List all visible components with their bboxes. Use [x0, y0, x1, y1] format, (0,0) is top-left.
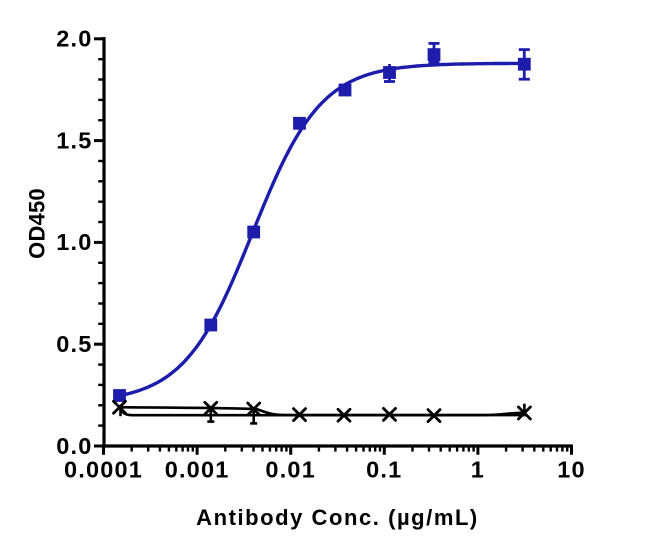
svg-text:0.0001: 0.0001 [64, 457, 143, 483]
svg-text:0.1: 0.1 [366, 457, 402, 483]
svg-text:0.5: 0.5 [56, 331, 92, 357]
svg-text:OD450: OD450 [25, 188, 50, 259]
svg-text:0.0: 0.0 [56, 433, 92, 459]
svg-text:Antibody Conc. (µg/mL): Antibody Conc. (µg/mL) [196, 505, 479, 530]
svg-text:10: 10 [557, 457, 586, 483]
svg-text:0.01: 0.01 [265, 457, 316, 483]
svg-text:1: 1 [471, 457, 485, 483]
svg-text:1.5: 1.5 [56, 127, 92, 153]
svg-text:1.0: 1.0 [56, 229, 92, 255]
svg-text:2.0: 2.0 [56, 26, 92, 52]
svg-text:0.001: 0.001 [165, 457, 230, 483]
